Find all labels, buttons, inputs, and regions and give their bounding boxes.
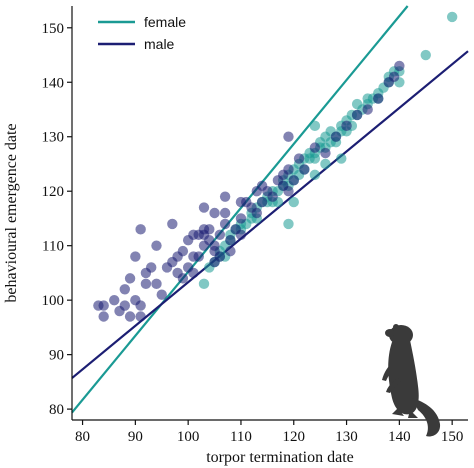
point-male bbox=[309, 142, 321, 153]
x-tick-label: 130 bbox=[335, 429, 358, 445]
point-male bbox=[341, 120, 352, 132]
point-male bbox=[283, 186, 294, 197]
point-male bbox=[135, 311, 146, 322]
point-male bbox=[235, 229, 247, 240]
point-male bbox=[98, 311, 109, 322]
x-tick-label: 90 bbox=[128, 429, 143, 445]
point-male bbox=[225, 245, 236, 257]
x-tick-label: 110 bbox=[230, 429, 252, 445]
point-male bbox=[167, 218, 178, 230]
point-female bbox=[320, 158, 331, 170]
point-male bbox=[124, 273, 136, 284]
point-male bbox=[135, 224, 146, 235]
point-female bbox=[446, 11, 458, 23]
y-tick-label: 120 bbox=[42, 184, 65, 200]
x-tick-label: 100 bbox=[177, 429, 200, 445]
point-male bbox=[156, 289, 167, 300]
point-male bbox=[177, 245, 189, 257]
point-female bbox=[351, 98, 363, 110]
y-tick-label: 100 bbox=[42, 293, 65, 309]
tick-labels: 80 90 100 110 120 130 140 150 80 90 100 110 120 130 14… bbox=[42, 21, 464, 445]
point-male bbox=[182, 262, 194, 273]
fit-lines bbox=[71, 5, 469, 414]
point-female bbox=[198, 278, 210, 290]
point-male bbox=[209, 256, 220, 268]
point-female bbox=[336, 153, 347, 164]
point-male bbox=[293, 153, 305, 164]
point-female bbox=[309, 153, 321, 164]
point-male bbox=[251, 207, 262, 219]
point-male bbox=[130, 251, 141, 262]
x-tick-label: 150 bbox=[441, 429, 464, 445]
point-male bbox=[394, 60, 405, 72]
point-male bbox=[209, 207, 220, 219]
point-male bbox=[140, 278, 152, 290]
point-male bbox=[283, 164, 294, 175]
point-male bbox=[98, 300, 109, 311]
point-male bbox=[373, 93, 384, 104]
point-male bbox=[235, 196, 247, 208]
axes bbox=[67, 6, 468, 425]
point-male bbox=[219, 207, 231, 219]
y-tick-label: 80 bbox=[49, 402, 64, 418]
x-tick-label: 80 bbox=[75, 429, 90, 445]
point-male bbox=[204, 224, 215, 235]
data-points bbox=[93, 11, 458, 322]
point-female bbox=[288, 196, 299, 208]
point-male bbox=[362, 104, 373, 115]
point-male bbox=[320, 147, 331, 159]
point-male bbox=[119, 284, 130, 295]
point-male bbox=[151, 240, 162, 251]
y-axis-title: behavioural emergence date bbox=[3, 123, 20, 302]
point-female bbox=[309, 169, 321, 181]
point-male bbox=[109, 294, 120, 306]
point-male bbox=[119, 300, 130, 311]
point-female bbox=[283, 218, 294, 230]
point-male bbox=[193, 251, 204, 262]
y-tick-label: 110 bbox=[42, 239, 64, 255]
point-female bbox=[309, 120, 321, 132]
point-male bbox=[235, 213, 247, 224]
point-male bbox=[267, 191, 278, 202]
point-male bbox=[146, 262, 157, 273]
point-male bbox=[256, 196, 268, 208]
point-male bbox=[135, 300, 146, 311]
y-tick-label: 150 bbox=[42, 21, 65, 37]
x-axis-title: torpor termination date bbox=[206, 449, 354, 466]
point-male bbox=[151, 278, 162, 290]
x-tick-label: 120 bbox=[283, 429, 306, 445]
point-male bbox=[299, 164, 310, 175]
point-male bbox=[225, 235, 236, 246]
point-male bbox=[219, 191, 231, 202]
point-male bbox=[283, 131, 294, 142]
y-tick-label: 140 bbox=[42, 75, 65, 91]
legend-label-female: female bbox=[144, 14, 186, 30]
y-tick-label: 90 bbox=[49, 348, 64, 364]
point-female bbox=[420, 49, 431, 61]
point-male bbox=[330, 131, 342, 142]
point-male bbox=[351, 109, 363, 121]
legend-label-male: male bbox=[144, 36, 175, 52]
x-tick-label: 140 bbox=[388, 429, 411, 445]
point-male bbox=[214, 229, 226, 240]
point-male bbox=[177, 273, 189, 284]
y-tick-label: 130 bbox=[42, 130, 65, 146]
fit-line-male bbox=[71, 50, 469, 379]
point-male bbox=[124, 311, 136, 322]
point-male bbox=[219, 218, 231, 230]
point-male bbox=[198, 202, 210, 213]
point-male bbox=[388, 71, 400, 83]
legend: female male bbox=[98, 14, 186, 52]
point-male bbox=[288, 175, 299, 186]
marmot-silhouette-icon bbox=[382, 324, 441, 437]
fit-line-female bbox=[71, 5, 409, 414]
